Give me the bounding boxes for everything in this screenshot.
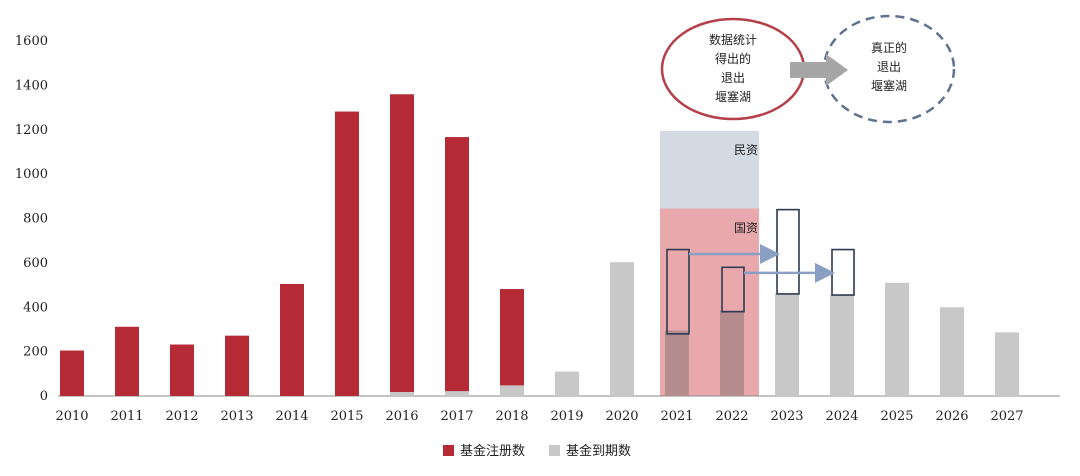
bar-maturing-2026: [940, 307, 964, 396]
callout-arrow: [790, 54, 848, 86]
x-tick-label: 2021: [660, 409, 693, 424]
x-tick-label: 2011: [110, 409, 143, 424]
bar-maturing-2016: [390, 392, 414, 396]
bar-maturing-2018: [500, 385, 524, 396]
callout-statistical-text: 数据统计: [709, 32, 757, 47]
callout-statistical-text: 得出的: [715, 51, 751, 66]
x-tick-label: 2017: [440, 409, 473, 424]
y-tick-label: 0: [40, 389, 48, 404]
bar-registered-2015: [335, 111, 359, 397]
y-tick-label: 1600: [15, 34, 48, 49]
x-tick-label: 2019: [550, 409, 583, 424]
bar-registered-2011: [115, 326, 139, 396]
x-tick-label: 2025: [880, 409, 913, 424]
bar-maturing-2017: [445, 391, 469, 396]
bar-maturing-2019: [555, 371, 579, 396]
bar-maturing-2021: [665, 330, 689, 396]
range-box-2023: [776, 208, 800, 295]
range-box-2024: [831, 248, 855, 296]
x-tick-label: 2012: [165, 409, 198, 424]
x-tick-label: 2018: [495, 409, 528, 424]
region-label-private: 民资: [734, 143, 758, 157]
y-tick-label: 1400: [15, 78, 48, 93]
range-box-2022: [721, 266, 745, 313]
callout-real-text: 退出: [877, 60, 901, 74]
region-label-state: 国资: [734, 221, 758, 235]
shaded-region-1: [660, 130, 759, 209]
callout-statistical-text: 堰塞湖: [715, 89, 751, 104]
callout-statistical-text: 退出: [721, 71, 745, 85]
bar-maturing-2024: [830, 294, 854, 396]
bar-registered-2014: [280, 283, 304, 396]
x-tick-label: 2023: [770, 409, 803, 424]
x-tick-label: 2014: [275, 409, 308, 424]
x-tick-label: 2022: [715, 409, 748, 424]
x-tick-label: 2020: [605, 409, 638, 424]
legend-label-1: 基金到期数: [566, 443, 631, 459]
bar-registered-2010: [60, 350, 84, 396]
range-box-2021: [666, 248, 690, 335]
y-tick-label: 800: [23, 212, 48, 227]
y-tick-label: 400: [23, 300, 48, 315]
legend-swatch-0: [443, 445, 454, 456]
bar-maturing-2023: [775, 293, 799, 396]
x-tick-label: 2015: [330, 409, 363, 424]
bar-registered-2013: [225, 335, 249, 396]
x-tick-label: 2013: [220, 409, 253, 424]
callout-real-text: 真正的: [871, 40, 907, 55]
bar-maturing-2022: [720, 310, 744, 396]
y-tick-label: 1000: [15, 167, 48, 182]
bar-registered-2016: [390, 94, 414, 396]
y-tick-label: 1200: [15, 123, 48, 138]
bar-maturing-2025: [885, 282, 909, 396]
bar-registered-2012: [170, 344, 194, 396]
y-tick-label: 600: [23, 256, 48, 271]
x-tick-label: 2010: [55, 409, 88, 424]
x-tick-label: 2016: [385, 409, 418, 424]
x-tick-label: 2026: [935, 409, 968, 424]
bar-registered-2018: [500, 289, 524, 396]
x-tick-label: 2027: [990, 409, 1023, 424]
legend-label-0: 基金注册数: [460, 443, 525, 459]
bar-registered-2017: [445, 137, 469, 396]
legend-swatch-1: [549, 445, 560, 456]
bar-maturing-2020: [610, 262, 634, 396]
y-tick-label: 200: [23, 345, 48, 360]
x-tick-label: 2024: [825, 409, 858, 424]
bar-maturing-2027: [995, 332, 1019, 396]
callout-real-text: 堰塞湖: [871, 78, 907, 93]
